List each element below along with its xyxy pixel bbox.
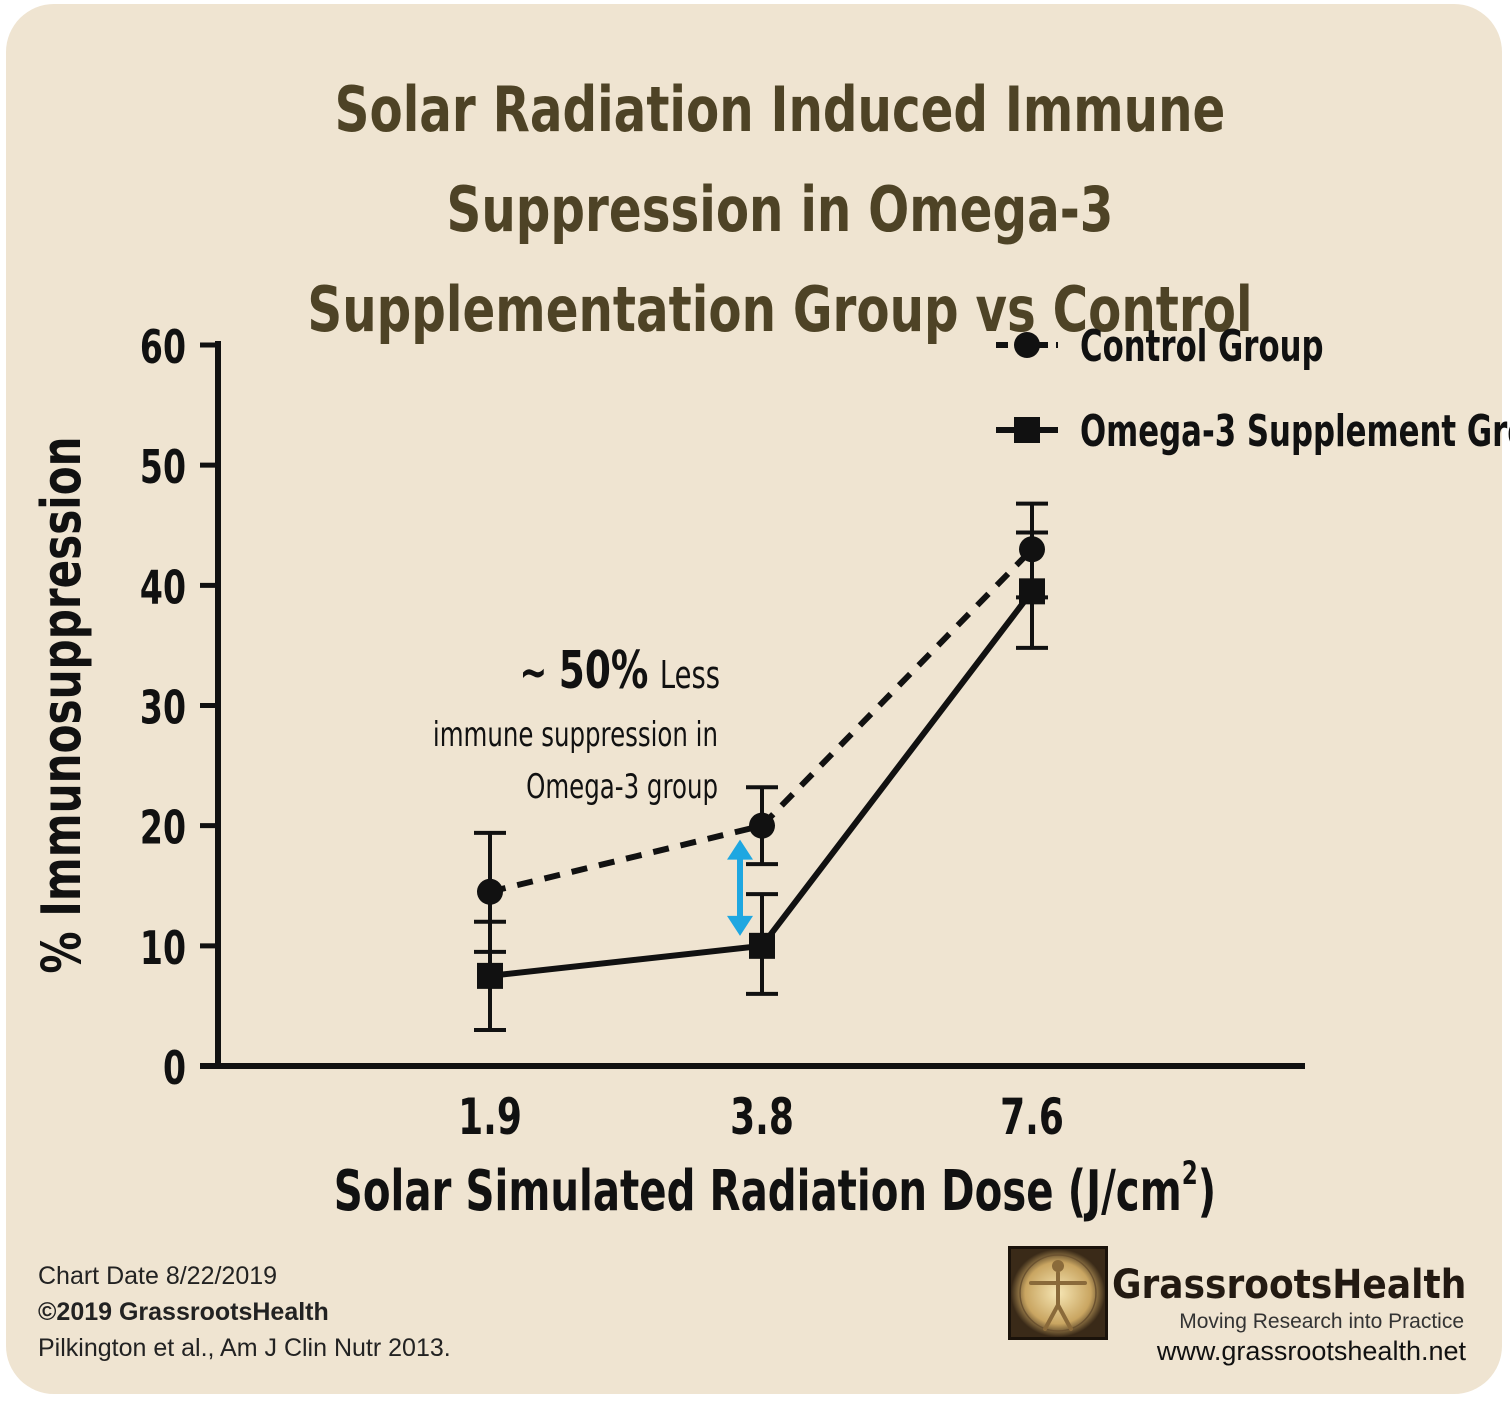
legend-label: Control Group [1080,320,1324,371]
brand-tagline: Moving Research into Practice [1179,1310,1464,1333]
difference-arrow-head-up [727,839,753,860]
copyright: ©2019 GrassrootsHealth [38,1298,329,1326]
legend-item-omega3-group: Omega-3 Supplement Group [996,405,1510,456]
title-line-1: Solar Radiation Induced Immune Suppressi… [334,73,1226,246]
x-axis-title-close: ) [1198,1158,1216,1223]
y-tick-label: 10 [140,923,186,976]
chart-date: Chart Date 8/22/2019 [38,1262,278,1290]
brand-name: GrassrootsHealth [1112,1262,1467,1308]
x-axis-title: Solar Simulated Radiation Dose (J/cm2) [334,1154,1216,1224]
annotation: ~ 50% Less immune suppression in Omega-3… [433,640,753,936]
annotation-line-2: immune suppression in [433,715,718,754]
y-tick-label: 60 [140,322,186,375]
y-tick-label: 50 [140,442,186,495]
difference-arrow-head-down [727,915,753,936]
x-tick-label: 1.9 [458,1089,522,1146]
x-tick-label: 7.6 [1000,1089,1064,1146]
series-layer [474,501,1048,1032]
annotation-percent: 50% [559,640,649,701]
series-line [489,547,1035,895]
data-point-square [749,932,775,959]
x-tick-label: 3.8 [730,1089,794,1146]
y-tick-label: 30 [140,682,186,735]
chart-title: Solar Radiation Induced Immune Suppressi… [257,60,1302,360]
annotation-line-3: Omega-3 group [526,767,718,806]
legend-item-control-group: Control Group [996,320,1324,371]
axes: 0 10 20 30 40 50 60 1.9 3.8 7.6 [140,322,1305,1147]
website-link[interactable]: www.grassrootshealth.net [1156,1336,1466,1366]
annotation-tilde: ~ [519,647,547,700]
y-tick-label: 40 [140,562,186,615]
series-omega3-group [474,530,1048,1032]
annotation-less: Less [660,652,720,697]
vitruvian-logo-icon [1008,1246,1108,1340]
y-axis-title: % Immunosuppression [31,436,93,973]
x-axis-title-text: Solar Simulated Radiation Dose (J/cm [334,1158,1182,1223]
svg-text:Solar Simulated Radiation Dose: Solar Simulated Radiation Dose (J/cm2) [334,1154,1216,1224]
footer: Chart Date 8/22/2019 ©2019 GrassrootsHea… [38,1258,451,1366]
legend-marker-circle [1014,332,1040,358]
data-point-circle [749,812,775,839]
data-point-square [1019,578,1045,605]
legend-label: Omega-3 Supplement Group [1080,405,1510,456]
data-point-square [477,962,503,989]
legend: Control Group Omega-3 Supplement Group [996,320,1510,456]
svg-text:~ 50% Less: ~ 50% Less [519,640,720,701]
data-point-circle [477,878,503,905]
chart-card [6,4,1502,1394]
y-tick-label: 20 [140,802,186,855]
x-axis-title-superscript: 2 [1182,1154,1198,1192]
title-line-2: Supplementation Group vs Control [307,273,1253,346]
citation: Pilkington et al., Am J Clin Nutr 2013. [38,1334,451,1362]
legend-marker-square [1014,417,1040,443]
y-tick-label: 0 [163,1043,186,1096]
